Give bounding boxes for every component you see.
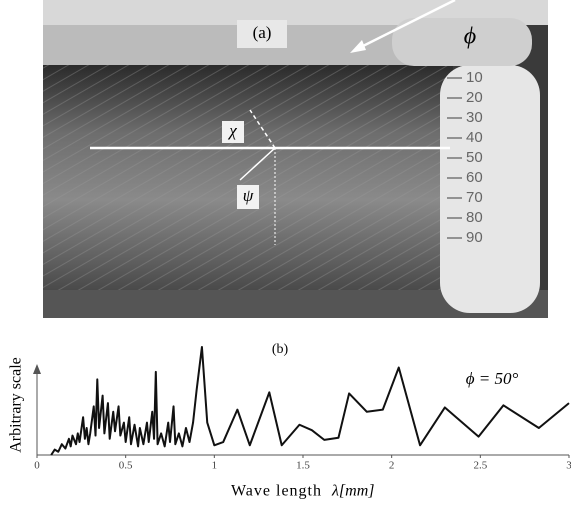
label-box bbox=[237, 20, 287, 48]
y-axis-label: Arbitrary scale bbox=[8, 357, 25, 453]
plot: 0 0.5 1 1.5 2 2.5 3 bbox=[34, 346, 571, 472]
psi-box bbox=[237, 185, 259, 209]
scale: 10 20 30 40 50 60 70 80 90 bbox=[447, 69, 483, 246]
chi-arrow bbox=[249, 109, 276, 149]
scale-label: 50 bbox=[466, 149, 483, 166]
tube-texture bbox=[43, 65, 453, 290]
scale-label: 60 bbox=[466, 169, 483, 186]
scale-label: 10 bbox=[466, 69, 483, 86]
photo: (a) ϕ χ ψ 10 20 30 40 50 60 70 80 90 bbox=[43, 0, 548, 318]
scale-label: 70 bbox=[466, 189, 483, 206]
scale-label: 30 bbox=[466, 109, 483, 126]
annotation: ϕ = 50° bbox=[466, 369, 519, 388]
data-line bbox=[50, 346, 570, 456]
panel-label: (a) bbox=[253, 23, 272, 42]
x-tick-label: 1.5 bbox=[296, 460, 310, 472]
panel-label-b: (b) bbox=[272, 342, 289, 357]
scale-label: 80 bbox=[466, 209, 483, 226]
x-axis-label: Wave length bbox=[231, 483, 322, 500]
x-tick-label: 0 bbox=[34, 460, 40, 472]
x-tick-label: 2 bbox=[389, 460, 395, 472]
phi-symbol: ϕ bbox=[464, 24, 476, 50]
scale-ring bbox=[440, 65, 540, 313]
x-tick-label: 3 bbox=[566, 460, 571, 472]
scale-label: 90 bbox=[466, 229, 483, 246]
x-tick-label: 1 bbox=[212, 460, 218, 472]
scale-label: 20 bbox=[466, 89, 483, 106]
y-axis-arrow bbox=[33, 364, 41, 374]
scale-label: 40 bbox=[466, 129, 483, 146]
psi-arrow bbox=[239, 147, 276, 181]
x-tick-label: 2.5 bbox=[473, 460, 487, 472]
x-tick-label: 0.5 bbox=[119, 460, 133, 472]
psi-symbol: ψ bbox=[243, 186, 254, 205]
arrow-head bbox=[350, 40, 366, 53]
pointer-knob bbox=[392, 18, 532, 66]
pointer-arrow bbox=[354, 0, 456, 52]
chi-symbol: χ bbox=[227, 121, 237, 140]
chi-box bbox=[222, 121, 244, 143]
x-axis-symbol: λ[mm] bbox=[331, 483, 375, 500]
